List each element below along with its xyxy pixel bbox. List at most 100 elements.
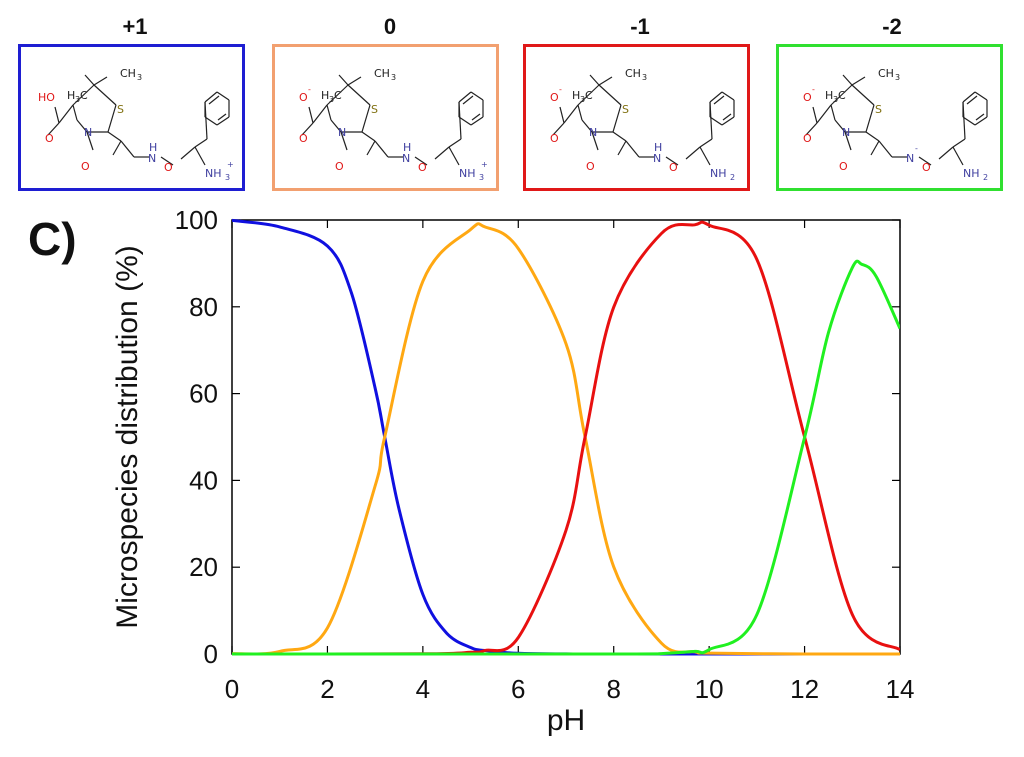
methyl2-c-label: C <box>838 89 846 102</box>
acid-group-label: O <box>550 91 559 104</box>
methyl2-h-label: H <box>67 89 75 102</box>
x-tick-label: 4 <box>416 674 430 704</box>
lactam-oxygen-label: O <box>586 160 595 173</box>
methyl2-subscript: 3 <box>580 95 585 104</box>
linker-nitrogen-label: N <box>402 152 410 165</box>
x-tick-label: 8 <box>606 674 620 704</box>
linker-nitrogen-label: N <box>148 152 156 165</box>
methyl2-subscript: 3 <box>833 95 838 104</box>
ring-nitrogen-label: N <box>338 126 346 139</box>
amine-subscript: 3 <box>479 173 484 182</box>
amine-subscript: 2 <box>730 173 735 182</box>
amine-subscript: 2 <box>983 173 988 182</box>
carbonyl-oxygen-label: O <box>45 132 54 145</box>
amine-label: NH <box>205 167 222 180</box>
methyl-label: CH <box>374 67 390 80</box>
ether-oxygen-label: O <box>418 161 427 174</box>
methyl2-h-label: H <box>321 89 329 102</box>
linker-nitrogen-label: N <box>653 152 661 165</box>
structure-box-neutral: O - O O O N CH 3 H 3 C S N H NH 3 + <box>272 44 499 191</box>
methyl-label: CH <box>120 67 136 80</box>
charge-label-plus1: +1 <box>122 14 148 39</box>
linker-nitrogen-label: N <box>906 152 914 165</box>
series-line-minus2 <box>232 259 900 656</box>
methyl2-h-label: H <box>825 89 833 102</box>
x-tick-label: 10 <box>695 674 724 704</box>
ether-oxygen-label: O <box>669 161 678 174</box>
ring-nitrogen-label: N <box>84 126 92 139</box>
lactam-oxygen-label: O <box>839 160 848 173</box>
x-tick-label: 2 <box>320 674 334 704</box>
acid-group-label: O <box>299 91 308 104</box>
linker-hydrogen-label: H <box>403 141 411 154</box>
methyl2-c-label: C <box>334 89 342 102</box>
charge-label-minus2: -2 <box>882 14 902 39</box>
charge-label-minus1: -1 <box>630 14 650 39</box>
y-tick-label: 40 <box>189 465 218 495</box>
y-tick-label: 20 <box>189 552 218 582</box>
x-tick-label: 0 <box>225 674 239 704</box>
ring-nitrogen-label: N <box>589 126 597 139</box>
x-tick-label: 6 <box>511 674 525 704</box>
series-line-0 <box>232 222 900 656</box>
methyl-label: CH <box>625 67 641 80</box>
methyl2-subscript: 3 <box>329 95 334 104</box>
methyl2-h-label: H <box>572 89 580 102</box>
plot-frame <box>231 219 901 655</box>
amine-charge-label: + <box>227 160 234 169</box>
x-axis-title: pH <box>547 704 585 737</box>
methyl2-c-label: C <box>585 89 593 102</box>
structure-box-plus1: HO O O O N CH 3 H 3 C S N H NH 3 + <box>18 44 245 191</box>
methyl-subscript: 3 <box>895 73 900 82</box>
methyl-subscript: 3 <box>642 73 647 82</box>
amine-subscript: 3 <box>225 173 230 182</box>
acid-charge-label: - <box>812 85 815 94</box>
linker-charge-label: - <box>915 144 918 153</box>
acid-group-label: HO <box>38 91 55 104</box>
plot-area: 0 2 4 6 8 10 12 14 0 20 40 60 80 100 pH Microspecies di… <box>111 205 914 737</box>
y-axis-title: Microspecies distribution (%) <box>111 245 144 628</box>
sulfur-label: S <box>875 103 882 116</box>
charge-label-neutral: 0 <box>383 14 397 39</box>
amine-label: NH <box>710 167 727 180</box>
structure-box-minus1: O - O O O N CH 3 H 3 C S N H NH 2 <box>523 44 750 191</box>
structure-box-minus2: O - O O O N CH 3 H 3 C S N - NH 2 <box>776 44 1003 191</box>
x-tick-label: 14 <box>886 674 915 704</box>
lactam-oxygen-label: O <box>335 160 344 173</box>
methyl-subscript: 3 <box>391 73 396 82</box>
linker-hydrogen-label: H <box>149 141 157 154</box>
amine-label: NH <box>963 167 980 180</box>
acid-charge-label: - <box>308 85 311 94</box>
y-tick-label: 0 <box>204 639 218 669</box>
y-tick-label: 60 <box>189 379 218 409</box>
y-tick-label: 100 <box>175 205 218 235</box>
carbonyl-oxygen-label: O <box>803 132 812 145</box>
ether-oxygen-label: O <box>922 161 931 174</box>
methyl-subscript: 3 <box>137 73 142 82</box>
sulfur-label: S <box>622 103 629 116</box>
methyl2-subscript: 3 <box>75 95 80 104</box>
carbonyl-oxygen-label: O <box>550 132 559 145</box>
amine-label: NH <box>459 167 476 180</box>
methyl-label: CH <box>878 67 894 80</box>
amine-charge-label: + <box>481 160 488 169</box>
ether-oxygen-label: O <box>164 161 173 174</box>
y-tick-label: 80 <box>189 292 218 322</box>
lactam-oxygen-label: O <box>81 160 90 173</box>
ring-nitrogen-label: N <box>842 126 850 139</box>
series-line-plus1 <box>232 218 900 656</box>
distribution-chart: 0 2 4 6 8 10 12 14 0 20 40 60 80 100 pH Microspecies di… <box>111 205 914 737</box>
x-tick-label: 12 <box>790 674 819 704</box>
acid-group-label: O <box>803 91 812 104</box>
series-line-minus1 <box>232 220 900 656</box>
sulfur-label: S <box>117 103 124 116</box>
acid-charge-label: - <box>559 85 562 94</box>
carbonyl-oxygen-label: O <box>299 132 308 145</box>
linker-hydrogen-label: H <box>654 141 662 154</box>
methyl2-c-label: C <box>80 89 88 102</box>
panel-letter: C) <box>28 213 77 265</box>
